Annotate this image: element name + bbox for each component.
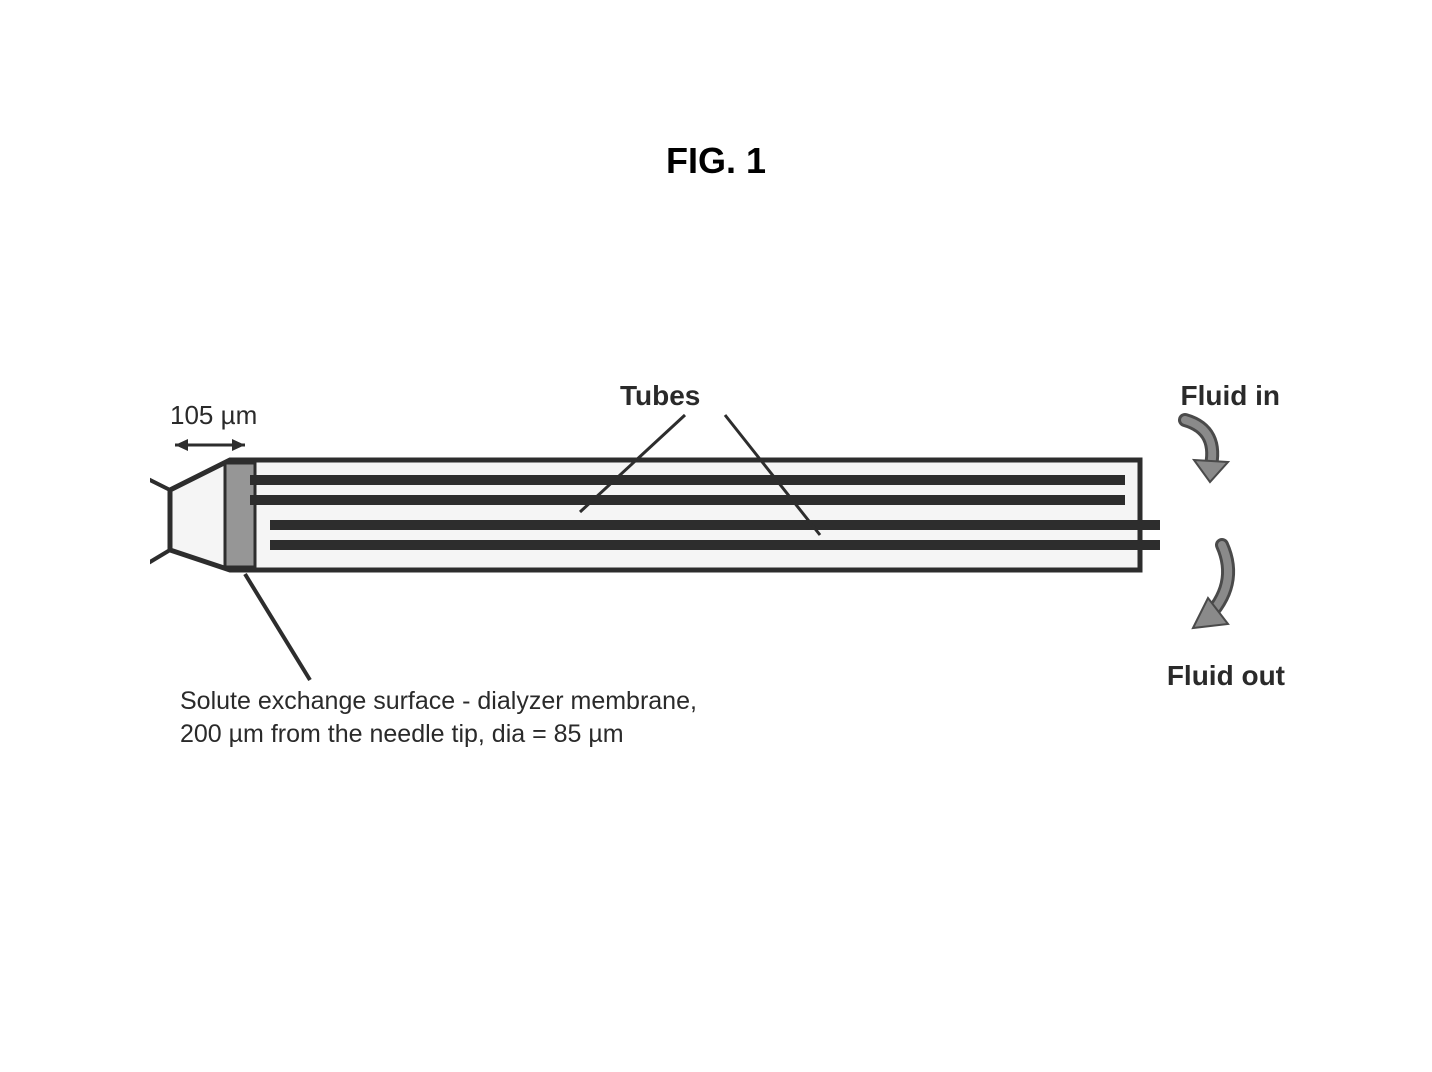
figure-title: FIG. 1 [0,140,1432,182]
diagram-container: Tubes Fluid in Fluid out 105 µm Solute e… [150,380,1300,780]
probe-diagram [150,380,1300,740]
